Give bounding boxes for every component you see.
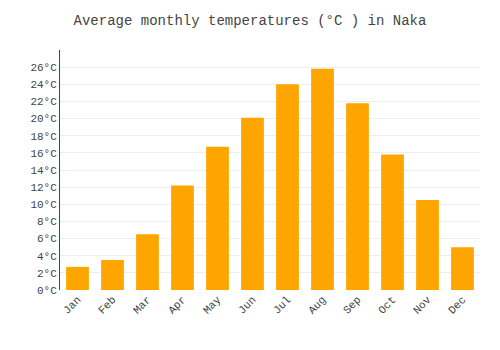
svg-text:8°C: 8°C — [37, 216, 57, 228]
svg-text:Aug: Aug — [306, 294, 328, 316]
svg-text:14°C: 14°C — [30, 165, 57, 177]
svg-text:Dec: Dec — [446, 294, 468, 316]
svg-text:16°C: 16°C — [30, 148, 57, 160]
svg-text:May: May — [201, 294, 224, 317]
svg-text:22°C: 22°C — [30, 96, 57, 108]
svg-text:Mar: Mar — [131, 294, 153, 316]
svg-text:Feb: Feb — [96, 294, 118, 316]
svg-text:6°C: 6°C — [37, 233, 57, 245]
svg-text:Jan: Jan — [61, 294, 83, 316]
svg-text:Jun: Jun — [236, 294, 258, 316]
svg-text:Nov: Nov — [411, 294, 434, 317]
svg-text:4°C: 4°C — [37, 251, 57, 263]
svg-text:Average monthly temperatures (: Average monthly temperatures (°C ) in Na… — [74, 13, 427, 29]
svg-text:24°C: 24°C — [30, 79, 57, 91]
svg-text:2°C: 2°C — [37, 268, 57, 280]
svg-text:12°C: 12°C — [30, 182, 57, 194]
svg-text:Sep: Sep — [341, 294, 363, 316]
svg-text:Oct: Oct — [376, 294, 398, 316]
svg-text:0°C: 0°C — [37, 285, 57, 297]
svg-text:18°C: 18°C — [30, 131, 57, 143]
svg-text:Jul: Jul — [271, 294, 293, 316]
svg-text:20°C: 20°C — [30, 113, 57, 125]
svg-text:Apr: Apr — [166, 294, 188, 316]
svg-text:10°C: 10°C — [30, 199, 57, 211]
svg-text:26°C: 26°C — [30, 62, 57, 74]
